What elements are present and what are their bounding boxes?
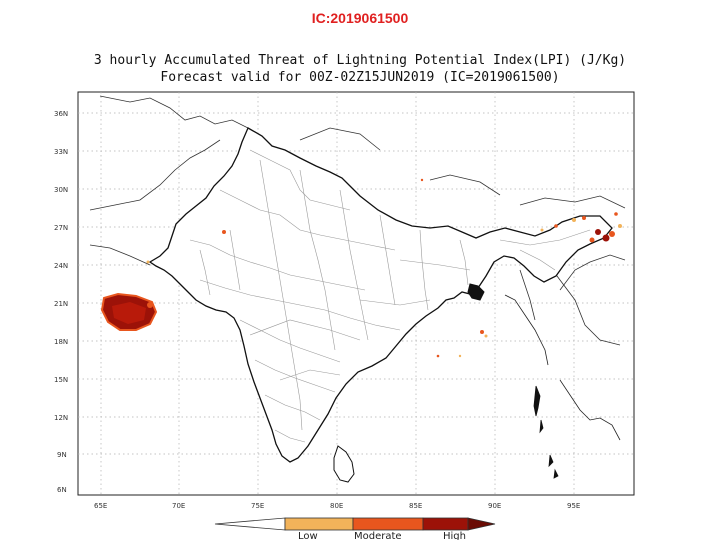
district-boundaries	[189, 149, 591, 443]
lat-label-24n: 24N	[54, 262, 68, 270]
andaman-islands	[533, 385, 559, 479]
title-line-1: 3 hourly Accumulated Threat of Lightning…	[93, 53, 627, 68]
lon-label-70e: 70E	[172, 502, 185, 510]
ic-label: IC:2019061500	[311, 10, 409, 26]
lon-label-90e: 90E	[488, 502, 501, 510]
lpi-cell-northeast	[540, 212, 622, 243]
lon-label-75e: 75E	[251, 502, 264, 510]
map-title: 3 hourly Accumulated Threat of Lightning…	[0, 52, 720, 86]
lat-label-27n: 27N	[54, 224, 68, 232]
lat-label-33n: 33N	[54, 148, 68, 156]
lon-label-95e: 95E	[567, 502, 580, 510]
lat-label-30n: 30N	[54, 186, 68, 194]
legend-label-moderate: Moderate	[354, 531, 402, 540]
legend-swatch-high	[422, 517, 469, 531]
legend-colorbar: Low Moderate High	[214, 517, 496, 540]
lon-axis-labels: 65E 70E 75E 80E 85E 90E 95E	[94, 502, 580, 510]
legend-swatch-moderate	[352, 517, 424, 531]
neighbour-boundaries	[89, 95, 626, 346]
legend-label-low: Low	[298, 531, 318, 540]
lon-label-80e: 80E	[330, 502, 343, 510]
lat-label-18n: 18N	[54, 338, 68, 346]
lat-label-6n: 6N	[57, 486, 67, 494]
lpi-cell-bay-of-bengal	[436, 330, 488, 358]
lpi-cell-misc	[146, 178, 424, 264]
lat-axis-labels: 36N 33N 30N 27N 24N 21N 18N 15N 12N 9N 6…	[54, 110, 68, 494]
lat-label-9n: 9N	[57, 451, 67, 459]
legend-label-high: High	[443, 531, 466, 540]
lat-label-36n: 36N	[54, 110, 68, 118]
title-line-2: Forecast valid for 00Z-02Z15JUN2019 (IC=…	[160, 70, 560, 85]
lat-label-15n: 15N	[54, 376, 68, 384]
delta-region	[467, 283, 485, 301]
sri-lanka	[333, 445, 355, 483]
lon-label-85e: 85E	[409, 502, 422, 510]
lpi-cell-arabian-sea	[100, 292, 158, 331]
lat-label-12n: 12N	[54, 414, 68, 422]
lat-label-21n: 21N	[54, 300, 68, 308]
legend-swatch-low	[284, 517, 354, 531]
lon-label-65e: 65E	[94, 502, 107, 510]
myanmar-coast	[504, 294, 621, 441]
